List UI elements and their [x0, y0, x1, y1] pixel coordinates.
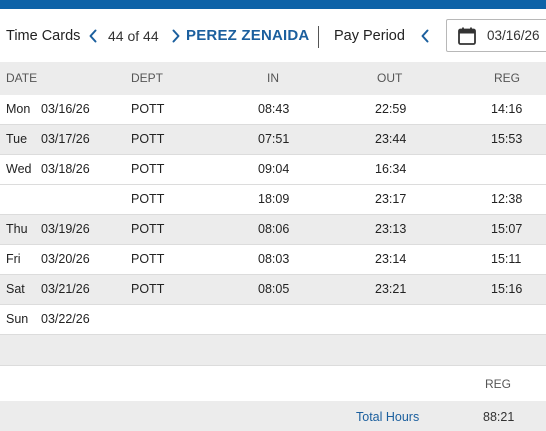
day-cell: Thu [6, 222, 28, 236]
dept-cell: POTT [131, 252, 165, 266]
total-hours-label: Total Hours [356, 410, 420, 424]
in-cell: 09:04 [258, 162, 290, 176]
in-cell: 08:05 [258, 282, 290, 296]
table-row[interactable]: Sun 03/22/26 [0, 305, 546, 335]
chevron-left-icon [421, 29, 429, 42]
reg-cell: 15:53 [491, 132, 523, 146]
previous-employee-button[interactable] [84, 9, 102, 62]
date-cell: 03/20/26 [41, 252, 90, 266]
out-cell: 23:13 [375, 222, 407, 236]
table-row[interactable]: Fri 03/20/26 POTT 08:03 23:14 15:11 [0, 245, 546, 275]
column-header-in[interactable]: IN [267, 71, 279, 85]
pay-period-label: Pay Period [334, 27, 405, 44]
timecard-table-body: Mon 03/16/26 POTT 08:43 22:59 14:16 Tue … [0, 95, 546, 335]
dept-cell: POTT [131, 222, 165, 236]
table-row[interactable]: Sat 03/21/26 POTT 08:05 23:21 15:16 [0, 275, 546, 305]
date-cell: 03/22/26 [41, 312, 90, 326]
total-hours-value: 88:21 [483, 410, 515, 424]
date-cell: 03/17/26 [41, 132, 90, 146]
toolbar: Time Cards 44 of 44 PEREZ ZENAIDA Pay Pe… [0, 9, 546, 62]
top-accent-bar [0, 0, 546, 9]
column-header-date[interactable]: DATE [6, 71, 38, 85]
date-cell: 03/19/26 [41, 222, 90, 236]
calendar-icon[interactable] [457, 26, 477, 46]
out-cell: 23:17 [375, 192, 407, 206]
summary-reg-header: REG [485, 377, 512, 391]
in-cell: 08:06 [258, 222, 290, 236]
date-cell: 03/18/26 [41, 162, 90, 176]
totals-row: Total Hours 88:21 [0, 401, 546, 431]
reg-cell: 15:07 [491, 222, 523, 236]
day-cell: Fri [6, 252, 21, 266]
day-cell: Sun [6, 312, 29, 326]
next-employee-button[interactable] [167, 9, 185, 62]
dept-cell: POTT [131, 102, 165, 116]
out-cell: 23:21 [375, 282, 407, 296]
date-value: 03/16/26 [487, 28, 540, 43]
table-row[interactable]: Mon 03/16/26 POTT 08:43 22:59 14:16 [0, 95, 546, 125]
reg-cell: 12:38 [491, 192, 523, 206]
day-cell: Tue [6, 132, 28, 146]
day-cell: Wed [6, 162, 32, 176]
date-cell: 03/21/26 [41, 282, 90, 296]
reg-cell: 15:16 [491, 282, 523, 296]
out-cell: 23:14 [375, 252, 407, 266]
in-cell: 08:03 [258, 252, 290, 266]
employee-name-link[interactable]: PEREZ ZENAIDA [186, 27, 310, 44]
table-row[interactable]: Thu 03/19/26 POTT 08:06 23:13 15:07 [0, 215, 546, 245]
dept-cell: POTT [131, 162, 165, 176]
in-cell: 07:51 [258, 132, 290, 146]
table-spacer [0, 335, 546, 365]
in-cell: 18:09 [258, 192, 290, 206]
table-row[interactable]: Tue 03/17/26 POTT 07:51 23:44 15:53 [0, 125, 546, 155]
day-cell: Sat [6, 282, 25, 296]
table-row[interactable]: Wed 03/18/26 POTT 09:04 16:34 [0, 155, 546, 185]
chevron-right-icon [172, 29, 180, 42]
pay-period-date-picker[interactable]: 03/16/26 [446, 19, 546, 52]
record-counter: 44 of 44 [108, 27, 159, 44]
reg-cell: 15:11 [491, 252, 522, 266]
column-header-out[interactable]: OUT [377, 71, 403, 85]
previous-period-button[interactable] [416, 9, 434, 62]
chevron-left-icon [89, 29, 97, 42]
dept-cell: POTT [131, 192, 165, 206]
column-header-reg[interactable]: REG [494, 71, 521, 85]
dept-cell: POTT [131, 132, 165, 146]
out-cell: 22:59 [375, 102, 407, 116]
reg-cell: 14:16 [491, 102, 523, 116]
summary-header: REG [0, 365, 546, 401]
table-header: DATE DEPT IN OUT REG [0, 62, 546, 95]
page-title: Time Cards [6, 27, 81, 44]
out-cell: 23:44 [375, 132, 407, 146]
toolbar-divider [318, 26, 319, 48]
day-cell: Mon [6, 102, 31, 116]
date-cell: 03/16/26 [41, 102, 90, 116]
dept-cell: POTT [131, 282, 165, 296]
out-cell: 16:34 [375, 162, 407, 176]
in-cell: 08:43 [258, 102, 290, 116]
column-header-dept[interactable]: DEPT [131, 71, 164, 85]
table-row[interactable]: POTT 18:09 23:17 12:38 [0, 185, 546, 215]
